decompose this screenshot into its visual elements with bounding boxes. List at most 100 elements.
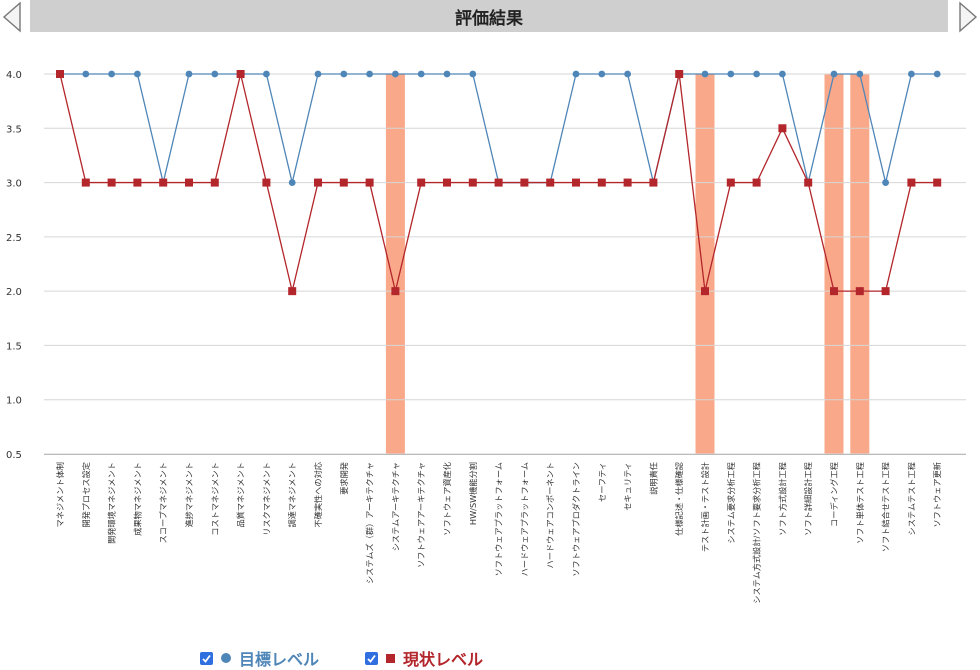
y-tick-label: 4.0 [6,70,22,81]
data-point-current [339,178,348,187]
data-point-current [830,287,838,296]
x-tick-label: マネジメント体制 [55,462,65,528]
data-point-target [134,70,141,78]
data-point-current [572,178,580,187]
data-point-target [856,70,864,78]
previous-arrow-icon[interactable] [0,0,30,34]
data-point-target [727,70,735,78]
x-tick-label: テスト計画・テスト設計 [700,462,710,552]
x-tick-label: 仕様記述・仕様確認 [674,462,684,536]
data-point-target [779,70,786,78]
data-point-current [468,178,477,187]
evaluation-line-chart: 0.5 1.0 1.5 2.0 2.5 3.0 3.5 4.0 マネジメント体制 開発プロセス設定… [6,70,966,604]
highlight-band [385,74,405,454]
y-tick-label: 2.0 [6,287,22,298]
x-tick-label: ソフト詳細設計工程 [803,462,813,536]
data-point-current [649,178,658,187]
data-point-target [572,70,580,78]
y-tick-label: 0.5 [6,450,22,461]
x-tick-label: HW/SW機能分割 [468,462,478,525]
circle-marker-icon [221,653,231,663]
x-tick-label: 品質マネジメント [236,462,246,528]
data-point-current [81,178,90,187]
x-tick-label: システムアーキテクチャ [390,462,400,551]
data-point-target [366,70,373,78]
data-point-target [701,70,709,78]
data-point-target [598,70,606,78]
data-point-current [210,178,219,187]
x-tick-label: ソフト単体テスト工程 [855,462,865,544]
chart-legend: 目標レベル 現状レベル [0,646,980,669]
x-tick-label: コーディング工程 [829,462,839,527]
legend-item-target[interactable]: 目標レベル [200,646,319,670]
data-point-current [494,178,503,187]
data-point-current [159,178,168,187]
x-tick-label: ソフトウェアプラットフォーム [494,462,504,576]
data-point-target [108,70,115,78]
x-tick-label: ハードウェアプラットフォーム [519,462,529,576]
x-tick-label: システム要求分析工程 [726,462,736,544]
highlight-band [824,74,844,454]
legend-label-target: 目標レベル [239,650,320,669]
data-point-current [236,70,245,78]
x-tick-label: ソフト結合せテスト工程 [881,462,891,552]
data-point-current [855,287,864,296]
data-point-current [623,178,632,187]
data-point-target [340,70,348,78]
next-arrow-icon[interactable] [950,0,980,34]
data-point-target [908,70,915,78]
data-point-target [288,179,296,186]
y-tick-label: 3.0 [6,179,22,190]
data-point-current [185,178,193,187]
data-point-current [881,287,890,296]
data-point-target [753,70,760,78]
x-tick-label: 調達マネジメント [287,462,297,528]
x-tick-label: 進捗マネジメント [184,462,194,528]
legend-label-current: 現状レベル [403,650,484,669]
x-tick-label: ソフトウェアアーキテクチャ [416,462,426,568]
data-point-target [185,70,193,78]
data-point-current [365,178,374,187]
x-tick-label: ソフトウェア資産化 [442,462,452,536]
data-point-target [263,70,270,78]
y-tick-label: 2.5 [6,233,22,244]
x-tick-label: リスクマネジメント [261,462,271,536]
x-tick-label: セキュリティ [623,462,633,511]
data-point-current [701,287,709,296]
data-point-current [314,178,322,187]
x-tick-label: システム方式設計/ソフト要求分析工程 [752,462,762,604]
x-tick-label: システムズ（群）アーキテクチャ [365,462,375,584]
data-point-current [133,178,142,187]
x-tick-label: セーフティ [597,462,607,502]
square-marker-icon [386,653,395,663]
data-point-target [882,179,889,186]
y-tick-label: 3.5 [6,124,22,135]
data-point-current [56,70,64,78]
title-bar: 評価結果 [30,0,948,32]
data-point-current [907,178,916,187]
y-tick-label: 1.5 [6,341,22,352]
data-point-current [288,287,297,296]
page-title: 評価結果 [455,8,523,29]
data-point-current [443,178,451,187]
check-icon[interactable] [200,651,213,665]
data-point-target [469,70,477,78]
data-point-current [107,178,116,187]
data-point-current [933,178,942,187]
check-icon[interactable] [365,651,378,665]
x-tick-label: 開発プロセス設定 [81,462,91,528]
data-point-current [675,70,684,78]
x-tick-label: 成果物マネジメント [132,462,142,536]
legend-item-current[interactable]: 現状レベル [365,646,483,670]
x-tick-label: コストマネジメント [210,462,220,536]
x-tick-label: 開発環境マネジメント [107,462,117,544]
x-tick-label: システムテスト工程 [906,462,916,535]
x-tick-label: 説明責任 [648,462,658,495]
data-point-current [778,124,787,133]
x-tick-label: ソフトウェア更新 [932,462,942,528]
data-point-current [262,178,271,187]
x-tick-label: スコープマネジメント [158,462,168,543]
x-tick-label: ソフトウェアプロダクトライン [571,462,581,577]
data-point-target [830,70,838,78]
data-point-target [211,70,219,78]
